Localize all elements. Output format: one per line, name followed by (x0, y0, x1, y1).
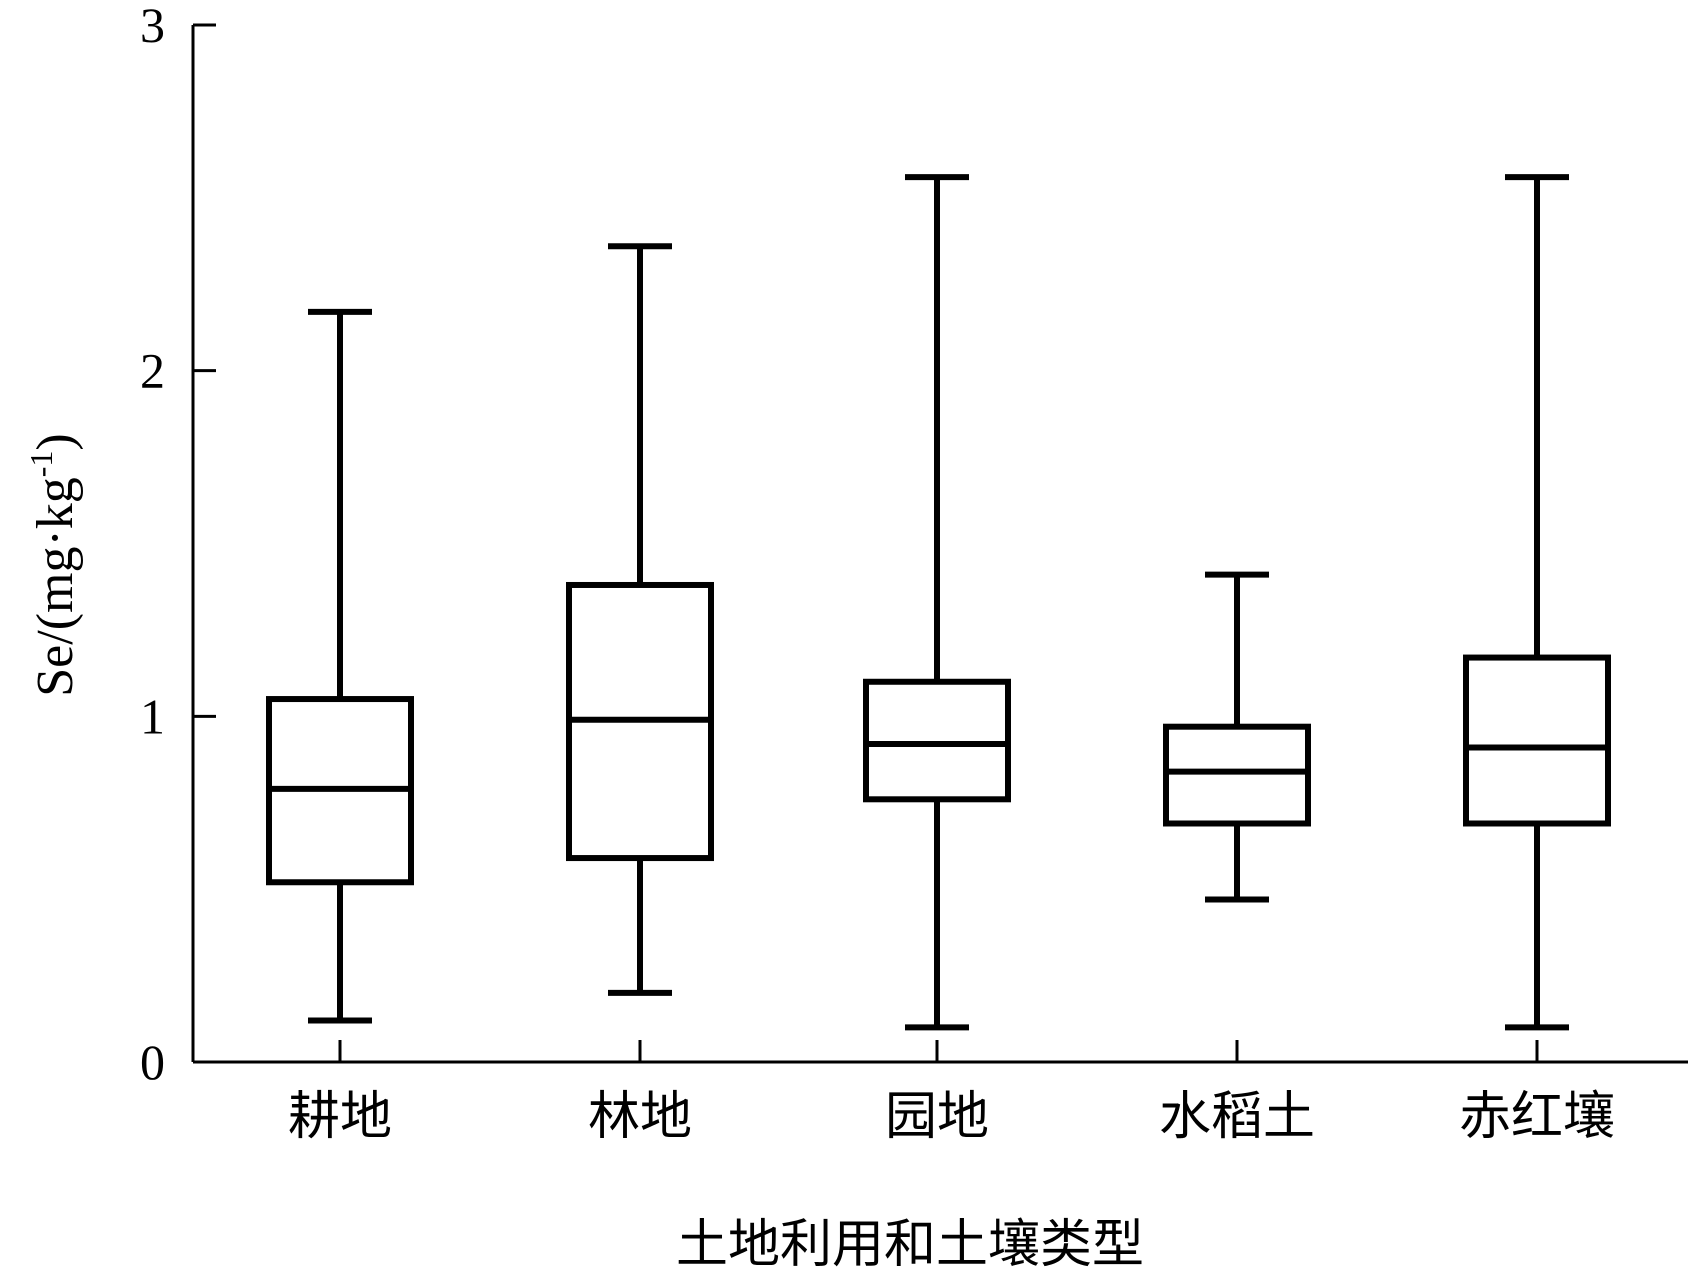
x-tick-label-3: 水稻土 (1159, 1089, 1315, 1146)
box-4 (1463, 174, 1611, 1031)
iqr-box (1163, 723, 1311, 827)
x-tick-label-1: 林地 (588, 1089, 692, 1146)
y-tick-label-2: 2 (140, 343, 165, 399)
y-tick-label-0: 0 (140, 1034, 165, 1090)
y-tick-label-3: 3 (140, 0, 165, 53)
x-tick-label-4: 赤红壤 (1459, 1089, 1615, 1146)
x-ticks: 耕地 林地 园地 水稻土 赤红壤 (288, 1040, 1615, 1146)
box-3 (1163, 571, 1311, 903)
y-axis-title: Se/(mg·kg-1) (23, 433, 84, 697)
boxes (266, 174, 1611, 1031)
y-axis-title-superscript: -1 (23, 451, 59, 478)
box-1 (566, 243, 714, 996)
x-tick-label-0: 耕地 (288, 1089, 392, 1146)
iqr-box (1463, 654, 1611, 827)
y-axis-title-main: Se/(mg·kg (27, 477, 84, 697)
axes (191, 25, 1688, 1064)
box-2 (863, 174, 1011, 1031)
box-0 (266, 308, 414, 1024)
y-tick-label-1: 1 (140, 688, 165, 744)
y-ticks: 0 1 2 3 (140, 0, 216, 1090)
y-axis-title-end: ) (27, 433, 84, 450)
x-axis-title: 土地利用和土壤类型 (676, 1217, 1144, 1274)
x-tick-label-2: 园地 (885, 1089, 989, 1146)
iqr-box (863, 678, 1011, 803)
